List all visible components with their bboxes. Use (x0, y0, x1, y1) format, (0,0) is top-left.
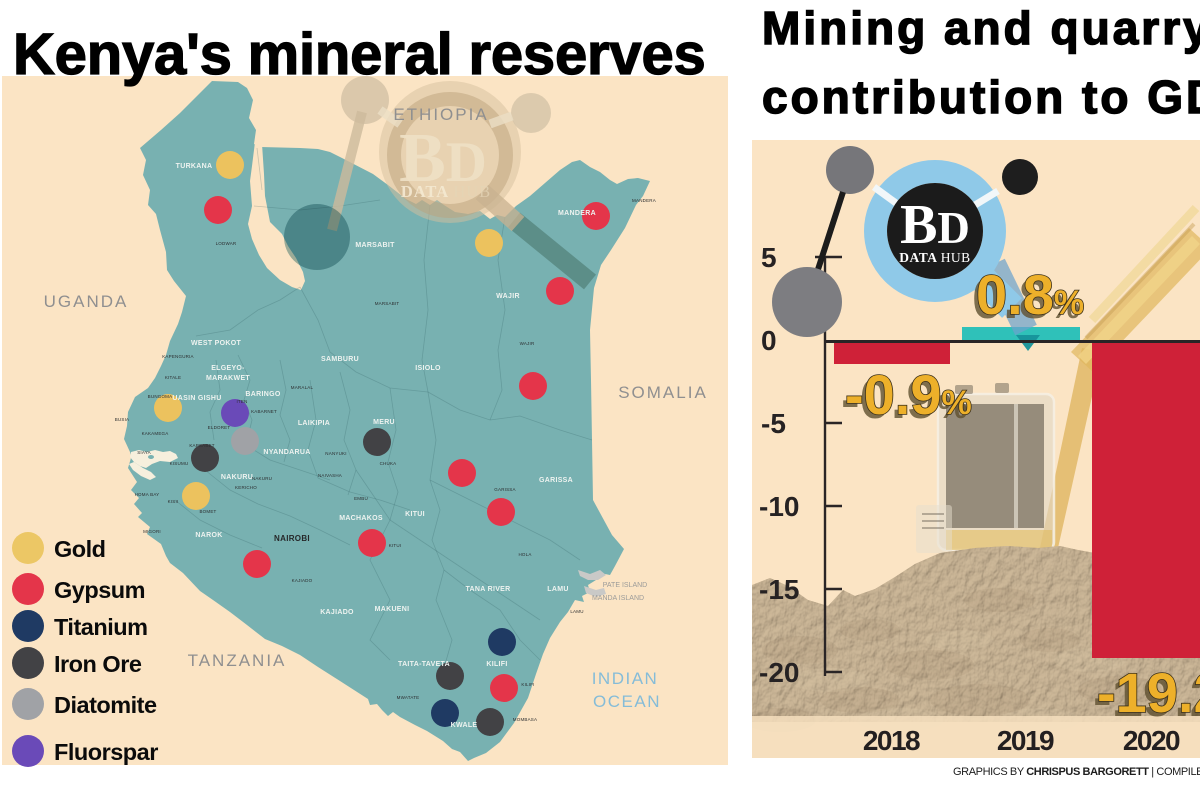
svg-text:-5: -5 (761, 408, 786, 439)
svg-text:BARINGO: BARINGO (245, 391, 280, 398)
svg-text:UGANDA: UGANDA (44, 292, 129, 311)
svg-text:NAIROBI: NAIROBI (274, 534, 310, 543)
svg-text:-19.2: -19.2 (1097, 661, 1200, 724)
svg-text:NAKURU: NAKURU (252, 476, 272, 481)
svg-text:2018: 2018 (863, 725, 920, 756)
svg-text:LAMU: LAMU (570, 609, 583, 614)
svg-text:MARAKWET: MARAKWET (206, 375, 250, 382)
svg-text:BD: BD (399, 120, 487, 197)
svg-text:CHUKA: CHUKA (380, 461, 397, 466)
svg-text:LAIKIPIA: LAIKIPIA (298, 420, 330, 427)
svg-text:NYANDARUA: NYANDARUA (263, 449, 310, 456)
svg-text:KAJIADO: KAJIADO (320, 609, 354, 616)
svg-text:ISIOLO: ISIOLO (415, 365, 441, 372)
svg-text:NAIVASHA: NAIVASHA (318, 473, 342, 478)
svg-text:PATE ISLAND: PATE ISLAND (603, 582, 647, 589)
svg-text:-15: -15 (759, 574, 799, 605)
svg-text:GARISSA: GARISSA (539, 477, 573, 484)
svg-text:-20: -20 (759, 657, 799, 688)
svg-text:BUSIA: BUSIA (115, 417, 130, 422)
svg-text:KABARNET: KABARNET (251, 409, 277, 414)
svg-text:KWALE: KWALE (451, 722, 478, 729)
svg-text:-0.9%: -0.9% (845, 363, 972, 426)
svg-text:MARSABIT: MARSABIT (355, 242, 395, 249)
svg-text:HOLA: HOLA (518, 552, 531, 557)
svg-text:WAJIR: WAJIR (496, 293, 520, 300)
svg-text:MIGORI: MIGORI (143, 529, 161, 534)
svg-text:MANDERA: MANDERA (558, 210, 596, 217)
svg-text:DATA HUB: DATA HUB (899, 250, 970, 265)
svg-text:ELGEYO-: ELGEYO- (211, 365, 245, 372)
svg-text:WAJIR: WAJIR (520, 341, 535, 346)
svg-text:5: 5 (761, 242, 777, 273)
svg-text:HOMA BAY: HOMA BAY (135, 492, 160, 497)
svg-text:0.8%: 0.8% (976, 263, 1084, 326)
svg-text:-10: -10 (759, 491, 799, 522)
svg-text:SAMBURU: SAMBURU (321, 356, 359, 363)
svg-text:SOMALIA: SOMALIA (618, 383, 708, 402)
svg-text:MWATATE: MWATATE (397, 695, 420, 700)
svg-text:Iron Ore: Iron Ore (54, 651, 142, 677)
svg-text:MANDERA: MANDERA (632, 198, 656, 203)
svg-text:BOMET: BOMET (199, 509, 216, 514)
svg-text:WEST POKOT: WEST POKOT (191, 340, 241, 347)
svg-text:KITALE: KITALE (165, 375, 181, 380)
svg-text:ETHIOPIA: ETHIOPIA (393, 105, 488, 124)
svg-text:TAITA-TAVETA: TAITA-TAVETA (398, 661, 450, 668)
svg-text:TURKANA: TURKANA (176, 163, 213, 170)
svg-text:UASIN GISHU: UASIN GISHU (172, 395, 221, 402)
svg-text:Gold: Gold (54, 536, 106, 562)
svg-text:2019: 2019 (997, 725, 1054, 756)
svg-text:LAMU: LAMU (547, 586, 568, 593)
svg-text:LODWAR: LODWAR (216, 241, 237, 246)
svg-text:NAKURU: NAKURU (221, 474, 253, 481)
svg-text:KILIFI: KILIFI (486, 661, 507, 668)
svg-text:KAPENGURIA: KAPENGURIA (162, 354, 194, 359)
svg-text:INDIAN: INDIAN (592, 669, 659, 688)
svg-text:MARSABIT: MARSABIT (375, 301, 400, 306)
svg-text:Gypsum: Gypsum (54, 577, 145, 603)
svg-text:EMBU: EMBU (354, 496, 368, 501)
svg-text:Titanium: Titanium (54, 614, 148, 640)
svg-text:KISUMU: KISUMU (170, 461, 189, 466)
svg-text:SIAYA: SIAYA (137, 450, 151, 455)
svg-text:KAKAMEGA: KAKAMEGA (142, 431, 169, 436)
svg-text:MARALAL: MARALAL (291, 385, 314, 390)
svg-text:MANDA ISLAND: MANDA ISLAND (592, 595, 644, 602)
svg-text:MOMBASA: MOMBASA (513, 717, 537, 722)
svg-text:KERICHO: KERICHO (235, 485, 257, 490)
svg-text:2020: 2020 (1123, 725, 1180, 756)
svg-text:NAROK: NAROK (195, 532, 222, 539)
svg-text:TANA RIVER: TANA RIVER (466, 586, 511, 593)
svg-text:Fluorspar: Fluorspar (54, 739, 158, 765)
svg-text:MACHAKOS: MACHAKOS (339, 515, 383, 522)
svg-text:KITUI: KITUI (405, 511, 425, 518)
svg-text:MERU: MERU (373, 419, 395, 426)
svg-text:BUNGOMA: BUNGOMA (148, 394, 173, 399)
svg-text:0: 0 (761, 325, 777, 356)
svg-text:KAPSABET: KAPSABET (189, 443, 214, 448)
svg-text:KILIFI: KILIFI (521, 682, 534, 687)
svg-text:KISII: KISII (168, 499, 179, 504)
svg-text:KAJIADO: KAJIADO (292, 578, 313, 583)
svg-text:NANYUKI: NANYUKI (325, 451, 346, 456)
svg-text:MAKUENI: MAKUENI (375, 606, 410, 613)
svg-text:KITUI: KITUI (389, 543, 402, 548)
svg-text:Diatomite: Diatomite (54, 692, 157, 718)
svg-text:GARISSA: GARISSA (494, 487, 515, 492)
svg-text:TANZANIA: TANZANIA (188, 651, 287, 670)
svg-text:-19.2: -19.2 (1093, 665, 1200, 728)
svg-text:OCEAN: OCEAN (593, 692, 661, 711)
svg-text:DATA HUB: DATA HUB (401, 182, 491, 201)
svg-text:ITEN: ITEN (236, 399, 247, 404)
svg-text:ELDORET: ELDORET (208, 425, 231, 430)
svg-text:BD: BD (900, 194, 970, 256)
